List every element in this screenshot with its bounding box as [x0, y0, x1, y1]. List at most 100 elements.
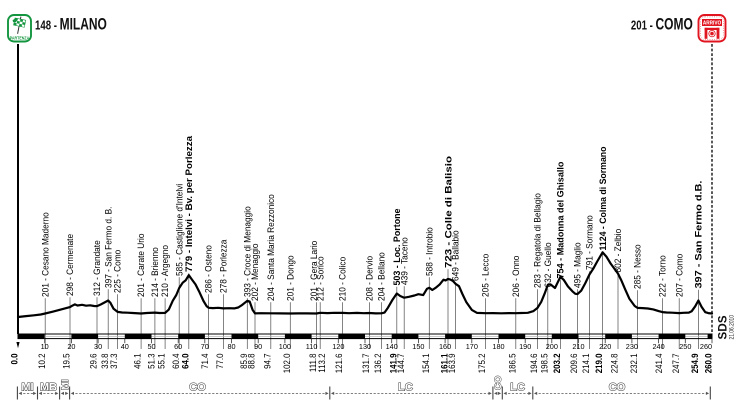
svg-text:397 - San Fermo d.B.: 397 - San Fermo d.B.: [694, 181, 705, 289]
svg-text:71.4: 71.4: [200, 354, 210, 369]
svg-text:30: 30: [94, 342, 102, 351]
svg-text:CO: CO: [493, 376, 504, 390]
svg-text:10.2: 10.2: [37, 354, 47, 369]
svg-text:80: 80: [227, 342, 235, 351]
svg-text:110: 110: [306, 342, 318, 351]
svg-text:503 - Loc. Portone: 503 - Loc. Portone: [392, 209, 403, 286]
svg-text:141.9: 141.9: [388, 354, 398, 374]
svg-text:154.1: 154.1: [421, 354, 431, 374]
svg-text:210 - Colico: 210 - Colico: [338, 257, 348, 301]
svg-text:723 - Colle di Balisio: 723 - Colle di Balisio: [443, 156, 454, 268]
svg-text:175.2: 175.2: [477, 354, 487, 374]
svg-text:50: 50: [147, 342, 155, 351]
svg-text:CO: CO: [609, 381, 626, 393]
svg-text:51.3: 51.3: [147, 354, 157, 369]
svg-text:202 - Menaggio: 202 - Menaggio: [250, 244, 260, 302]
svg-text:207 - Como: 207 - Como: [674, 254, 684, 297]
svg-text:209.6: 209.6: [569, 354, 579, 374]
svg-text:588 - Introbio: 588 - Introbio: [424, 227, 434, 276]
svg-text:210: 210: [572, 342, 584, 351]
svg-text:113.2: 113.2: [317, 354, 327, 373]
svg-text:100: 100: [279, 342, 291, 351]
svg-text:170: 170: [466, 342, 478, 351]
svg-text:MB: MB: [40, 381, 57, 393]
svg-text:102.0: 102.0: [282, 354, 292, 374]
svg-text:632 - Guello: 632 - Guello: [543, 242, 553, 287]
svg-text:791 - Sormano: 791 - Sormano: [585, 215, 595, 270]
svg-text:37.3: 37.3: [109, 354, 119, 369]
svg-text:111.8: 111.8: [308, 354, 318, 373]
svg-text:163.9: 163.9: [447, 354, 457, 374]
svg-text:94.7: 94.7: [262, 354, 272, 369]
svg-text:203.2: 203.2: [552, 354, 562, 374]
svg-text:286 - Osteno: 286 - Osteno: [204, 245, 214, 293]
svg-text:222 - Torno: 222 - Torno: [658, 255, 668, 297]
svg-text:136.2: 136.2: [373, 354, 383, 374]
svg-text:200: 200: [546, 342, 558, 351]
svg-text:140: 140: [386, 342, 398, 351]
svg-text:70: 70: [201, 342, 209, 351]
svg-text:85.9: 85.9: [239, 354, 249, 369]
svg-text:495 - Maglio: 495 - Maglio: [573, 242, 583, 288]
svg-text:260.0: 260.0: [704, 354, 714, 374]
svg-text:120: 120: [332, 342, 344, 351]
svg-text:88.8: 88.8: [247, 354, 257, 369]
svg-text:230: 230: [626, 342, 638, 351]
svg-text:150: 150: [412, 342, 424, 351]
svg-text:204 - Santa Maria Rezzonico: 204 - Santa Maria Rezzonico: [266, 194, 276, 301]
svg-text:60.4: 60.4: [171, 354, 181, 369]
svg-text:29.6: 29.6: [89, 354, 99, 369]
svg-text:60: 60: [174, 342, 182, 351]
svg-text:205 - Lecco: 205 - Lecco: [481, 254, 491, 297]
svg-text:214 - Brienno: 214 - Brienno: [150, 247, 160, 297]
svg-text:204 - Bellano: 204 - Bellano: [377, 252, 387, 301]
svg-text:186.5: 186.5: [507, 354, 517, 374]
svg-text:MI: MI: [21, 381, 33, 393]
svg-text:397 - San Fermo d. B.: 397 - San Fermo d. B.: [103, 207, 113, 288]
svg-text:212 - Sorico: 212 - Sorico: [316, 256, 326, 301]
svg-text:161.1: 161.1: [440, 354, 450, 374]
svg-text:260: 260: [700, 342, 712, 351]
svg-text:SDS: SDS: [718, 315, 730, 339]
svg-text:298 - Cermenate: 298 - Cermenate: [65, 234, 75, 296]
svg-text:201 - Dongo: 201 - Dongo: [285, 255, 295, 301]
svg-text:190: 190: [519, 342, 531, 351]
svg-text:144.7: 144.7: [396, 354, 406, 374]
svg-text:393 - Croce di Menaggio: 393 - Croce di Menaggio: [242, 206, 252, 297]
svg-text:283 - Regatola di Bellagio: 283 - Regatola di Bellagio: [533, 193, 543, 288]
svg-text:754 - Madonna del Ghisallo: 754 - Madonna del Ghisallo: [556, 161, 567, 278]
svg-text:PARTENZA: PARTENZA: [10, 35, 30, 40]
svg-text:198.5: 198.5: [539, 354, 549, 374]
svg-text:131.7: 131.7: [361, 354, 371, 374]
svg-text:MI: MI: [60, 379, 71, 390]
svg-text:10: 10: [41, 342, 49, 351]
svg-text:219.0: 219.0: [594, 354, 604, 374]
svg-text:121.6: 121.6: [334, 354, 344, 374]
svg-text:201 - COMO: 201 - COMO: [631, 16, 693, 34]
svg-text:20: 20: [67, 342, 75, 351]
svg-text:90: 90: [254, 342, 262, 351]
svg-text:241.4: 241.4: [654, 354, 664, 374]
svg-text:585 - Castiglione d'Intelvi: 585 - Castiglione d'Intelvi: [174, 184, 184, 276]
svg-text:439 - Taceno: 439 - Taceno: [399, 237, 409, 285]
svg-text:1124 - Colma di Sormano: 1124 - Colma di Sormano: [598, 146, 609, 250]
svg-text:214.1: 214.1: [581, 354, 591, 374]
svg-text:0.0: 0.0: [10, 354, 20, 365]
svg-text:802 - Zelbio: 802 - Zelbio: [613, 229, 623, 273]
svg-text:CO: CO: [189, 381, 206, 393]
svg-text:201 - Gera Lario: 201 - Gera Lario: [309, 241, 319, 301]
svg-text:ARRIVO: ARRIVO: [703, 21, 721, 27]
svg-text:LC: LC: [398, 381, 413, 393]
svg-text:201 - Carate Urio: 201 - Carate Urio: [136, 234, 146, 298]
svg-text:208 - Dervio: 208 - Dervio: [365, 256, 375, 301]
svg-text:LC: LC: [510, 381, 525, 393]
svg-text:278 - Porlezza: 278 - Porlezza: [219, 240, 229, 293]
svg-text:285 - Nesso: 285 - Nesso: [633, 244, 643, 289]
svg-text:148 - MILANO: 148 - MILANO: [35, 16, 107, 34]
svg-text:77.0: 77.0: [215, 354, 225, 369]
svg-text:46.1: 46.1: [133, 354, 143, 369]
svg-text:55.1: 55.1: [157, 354, 167, 369]
svg-text:64.0: 64.0: [180, 354, 190, 369]
svg-text:225 - Como: 225 - Como: [113, 250, 123, 293]
svg-text:180: 180: [492, 342, 504, 351]
